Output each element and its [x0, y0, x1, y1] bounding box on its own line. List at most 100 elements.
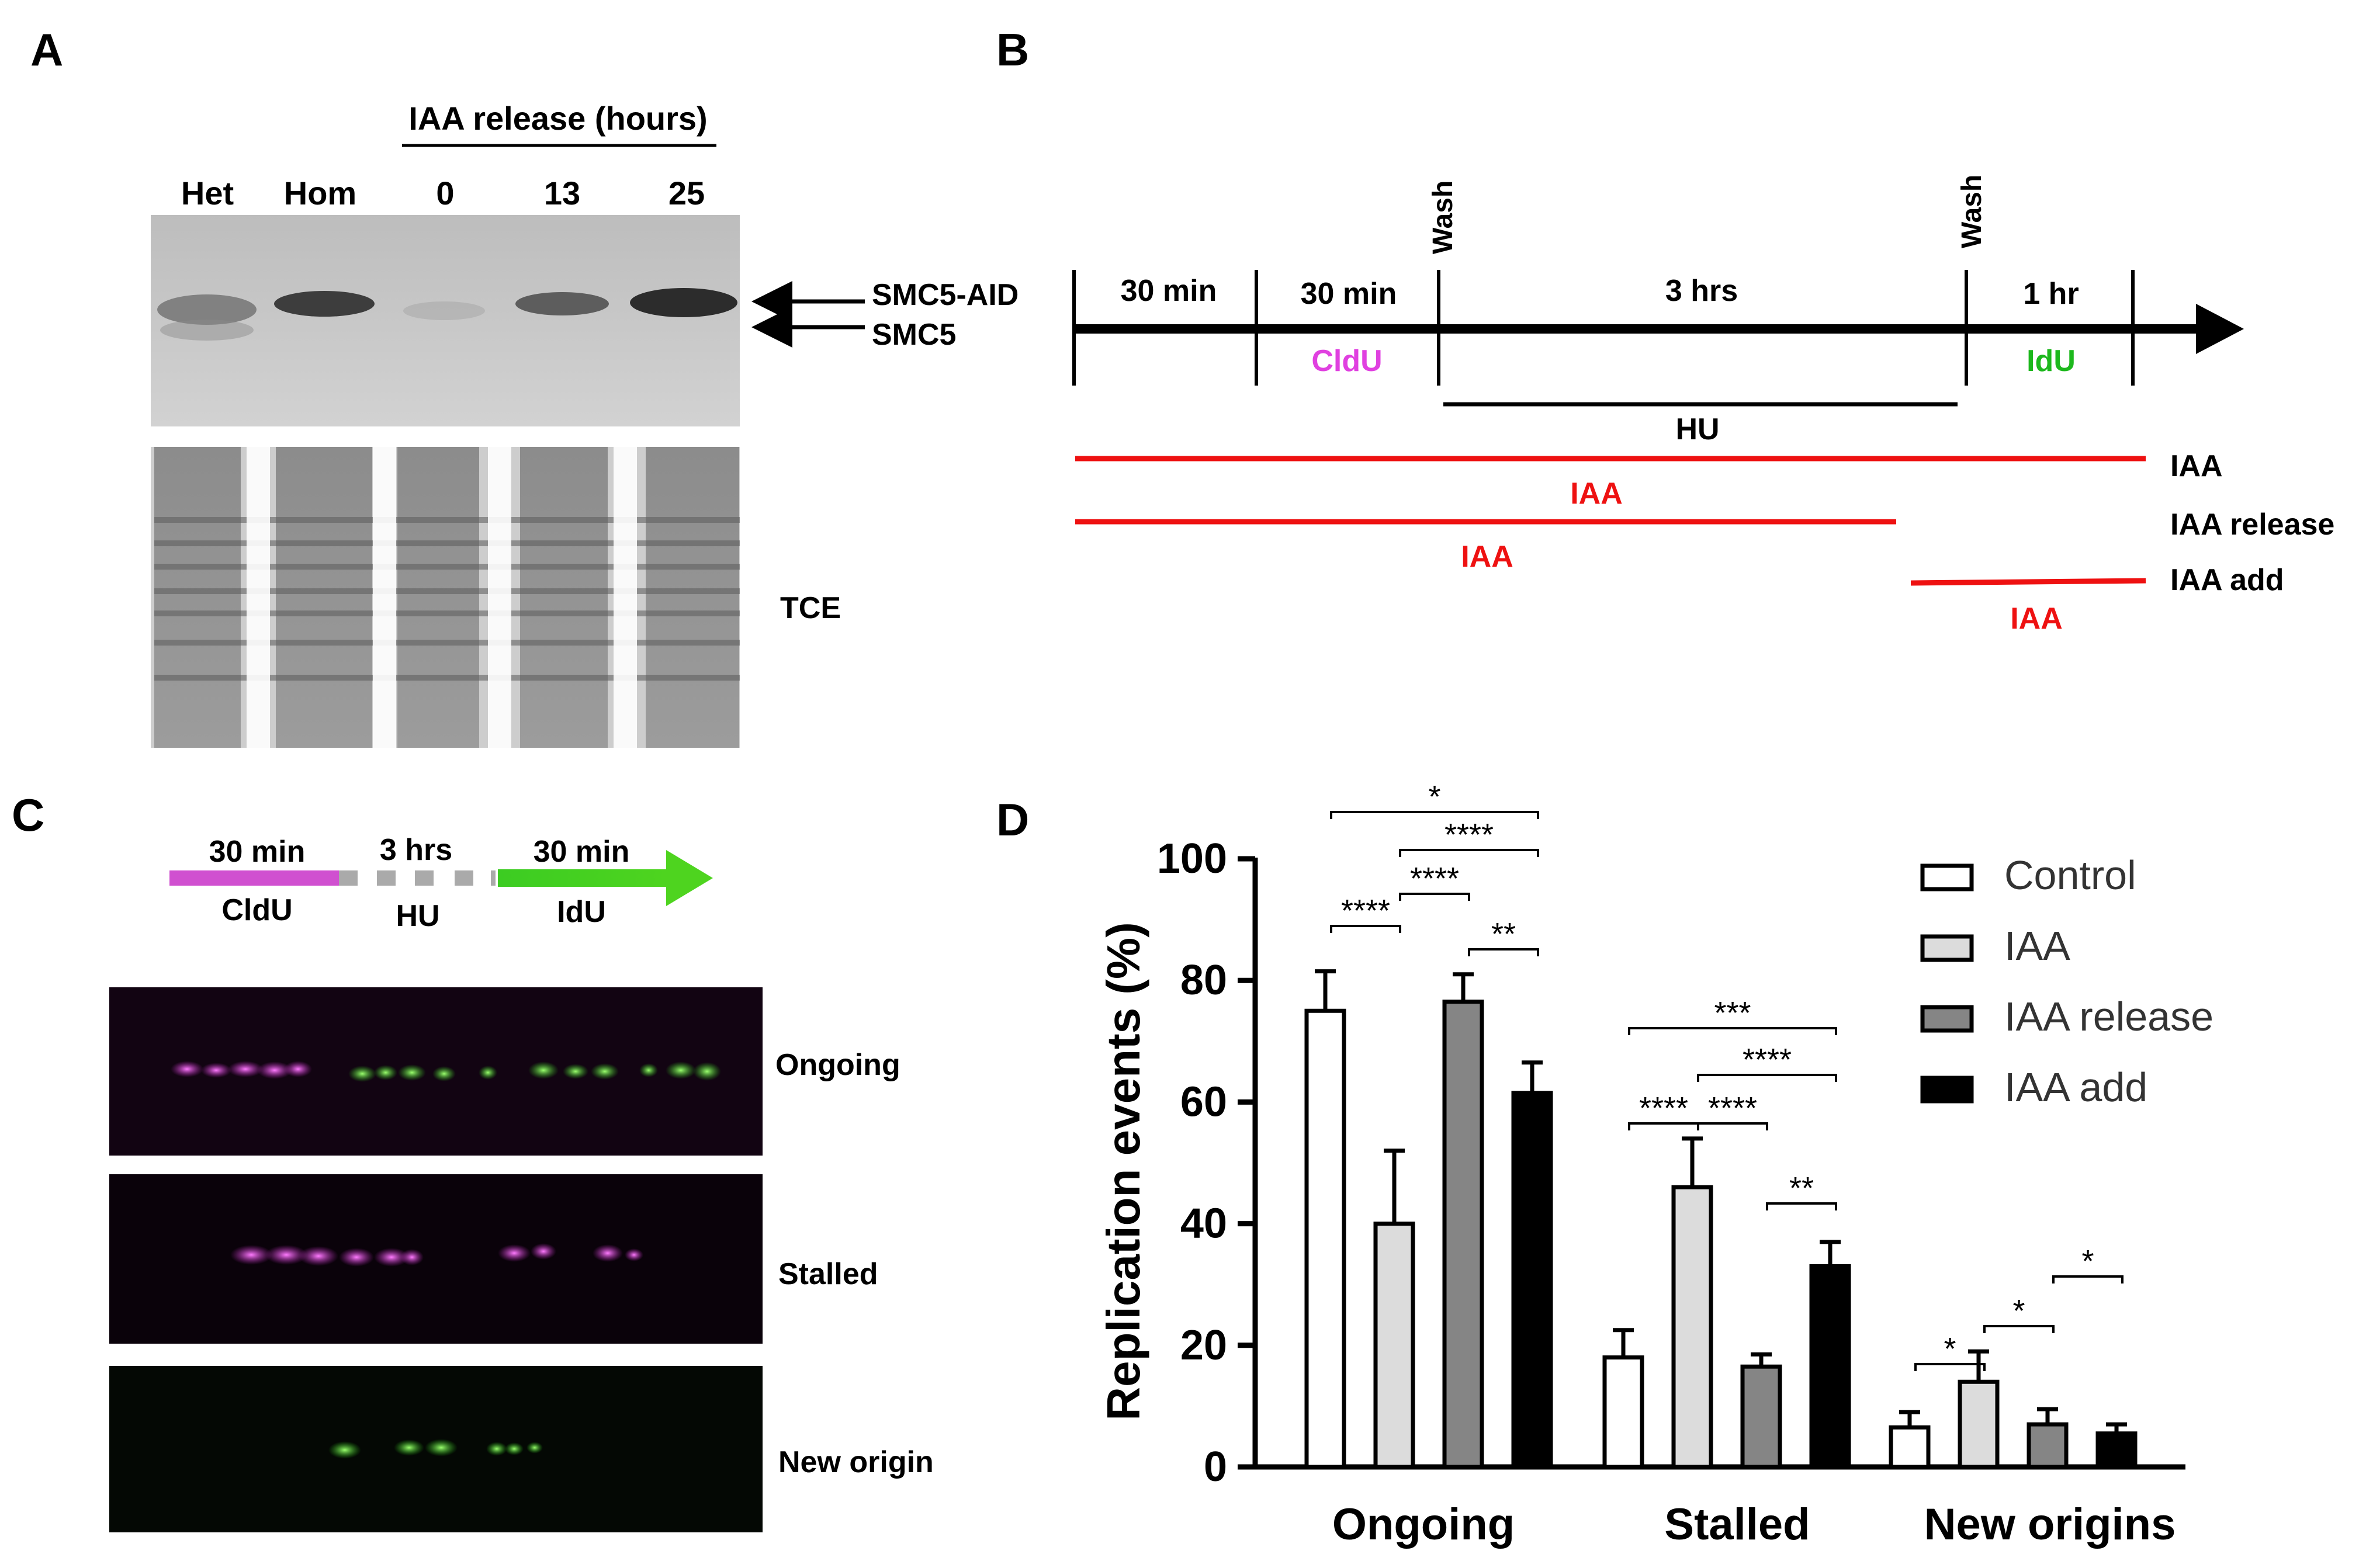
tce-lane [520, 447, 608, 748]
iaa-bar-label: IAA [1461, 540, 1513, 574]
wash-label-2: Wash [1956, 175, 1987, 248]
significance-bracket [1468, 948, 1539, 956]
tce-lane [154, 447, 241, 748]
significance-label: **** [1743, 1042, 1792, 1077]
y-axis-title: Replication events (%) [1097, 922, 1149, 1421]
bar-iaa-add [2095, 1431, 2138, 1469]
bar-control [1304, 1008, 1346, 1469]
scheme-label: CldU [221, 893, 292, 927]
idu-segment [498, 869, 667, 887]
significance-bracket [1697, 1122, 1768, 1130]
significance-bracket [1399, 893, 1470, 901]
duration-label: 30 min [1121, 274, 1217, 308]
iaa-bar-label: IAA [2010, 602, 2063, 636]
bar-iaa [1373, 1222, 1415, 1469]
legend-label: IAA [2004, 923, 2070, 969]
y-tick-label: 60 [1180, 1078, 1227, 1125]
bar-control [1889, 1425, 1931, 1469]
idu-arrowhead [666, 850, 713, 906]
legend-swatch [1920, 1005, 1974, 1033]
tce-label: TCE [780, 591, 841, 625]
duration-label: 1 hr [2023, 277, 2079, 311]
legend-swatch [1920, 934, 1974, 962]
scheme-duration: 30 min [534, 835, 630, 869]
significance-bracket [1330, 811, 1539, 819]
bar-iaa [1671, 1185, 1713, 1469]
panel-label-b: B [996, 24, 1029, 75]
x-category-label: Stalled [1664, 1500, 1810, 1549]
scheme-duration: 3 hrs [380, 833, 452, 867]
panel-label-d: D [996, 794, 1029, 845]
condition-label: IAA add [2170, 563, 2284, 597]
scheme-duration: 30 min [209, 835, 306, 869]
significance-bracket [1399, 849, 1539, 857]
timeline [1072, 270, 2244, 386]
smc5-aid-label: SMC5-AID [872, 278, 1019, 312]
y-tick-label: 40 [1180, 1201, 1227, 1247]
band-het [157, 294, 257, 325]
panel-label-a: A [30, 24, 63, 75]
tce-lane [646, 447, 739, 748]
legend: Control IAA IAA release IAA add [1920, 852, 2213, 1110]
band-0 [403, 301, 485, 320]
iaa-bars [1075, 456, 2146, 586]
fiber-image-ongoing [109, 987, 763, 1156]
condition-label: IAA [2170, 449, 2223, 483]
tce-lane [397, 447, 479, 748]
tce-lane [276, 447, 372, 748]
significance-bracket [1628, 1027, 1837, 1035]
significance-label: * [1428, 779, 1440, 814]
y-ticks: 0 20 40 60 80 100 [1157, 835, 1255, 1490]
idu-label-b: IdU [2027, 344, 2076, 378]
significance-label: ** [1491, 917, 1516, 952]
error-bars [1315, 969, 2127, 1434]
duration-label: 30 min [1301, 277, 1397, 311]
legend-swatch [1920, 863, 1974, 891]
significance-label: * [1944, 1331, 1956, 1366]
y-tick-label: 0 [1204, 1444, 1227, 1490]
lane-label: 13 [544, 175, 580, 211]
legend-swatch [1920, 1076, 1974, 1104]
significance-label: **** [1639, 1091, 1688, 1126]
iaa-release-header: IAA release (hours) [408, 100, 707, 137]
bar-iaa-release [1740, 1364, 1782, 1469]
condition-label: IAA release [2170, 508, 2334, 542]
significance-bracket [1914, 1363, 1986, 1371]
significance-bracket [1766, 1202, 1837, 1210]
x-category-label: New origins [1924, 1500, 2176, 1549]
x-category-label: Ongoing [1332, 1500, 1515, 1549]
y-tick-label: 20 [1180, 1322, 1227, 1369]
significance-bracket [2052, 1275, 2124, 1283]
significance-label: **** [1708, 1091, 1757, 1126]
legend-label: IAA release [2004, 994, 2213, 1039]
fiber-label-new-origin: New origin [778, 1445, 934, 1479]
iaa-add-bar [1910, 578, 2146, 586]
labeling-scheme [169, 850, 713, 906]
lane-label: Hom [284, 175, 356, 211]
y-tick-label: 80 [1180, 957, 1227, 1004]
significance-label: **** [1445, 817, 1494, 852]
fiber-label-ongoing: Ongoing [775, 1048, 900, 1082]
band-het-lower [160, 320, 254, 341]
bar-iaa-add [1511, 1091, 1553, 1469]
significance-bracket [1697, 1074, 1837, 1082]
bars [1304, 1000, 2138, 1469]
significance-label: * [2012, 1293, 2025, 1328]
significance-label: **** [1341, 893, 1390, 928]
smc5-label: SMC5 [872, 318, 956, 352]
cldu-segment [169, 870, 339, 886]
tce-blot [151, 447, 740, 748]
hu-label-b: HU [1675, 412, 1719, 446]
band-13 [515, 292, 609, 315]
significance-bracket [1983, 1325, 2055, 1333]
bar-iaa-release [2027, 1422, 2069, 1469]
scheme-label: IdU [557, 895, 606, 929]
lane-label: 0 [436, 175, 454, 211]
band-hom [274, 291, 375, 317]
x-category-labels: Ongoing Stalled New origins [1332, 1500, 2176, 1549]
cldu-label-b: CldU [1311, 344, 1382, 378]
fiber-label-stalled: Stalled [778, 1257, 878, 1291]
lane-label: 25 [668, 175, 705, 211]
